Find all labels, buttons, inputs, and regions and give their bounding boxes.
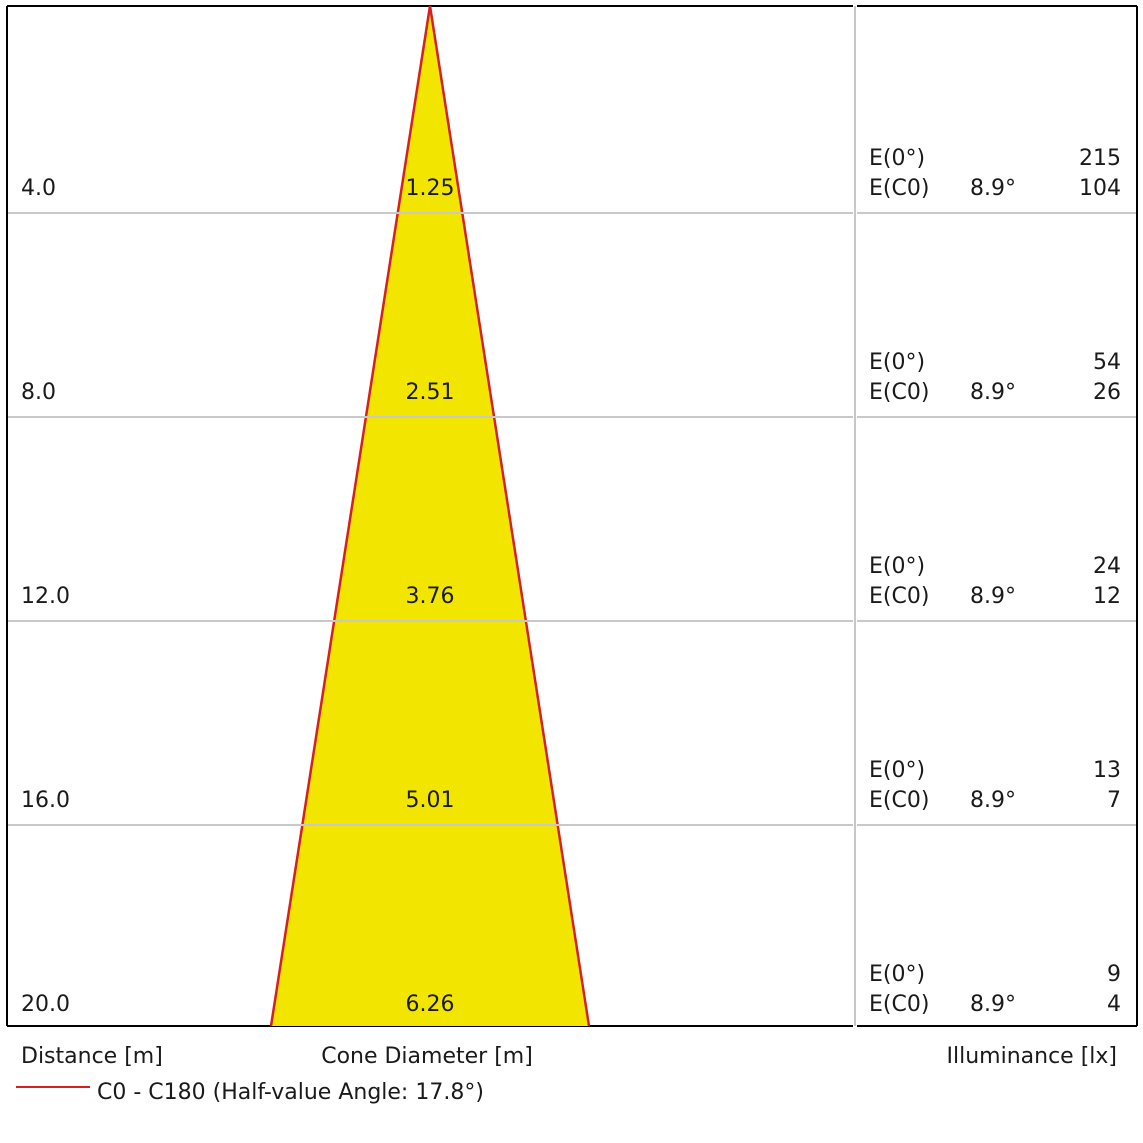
ec0-angle: 8.9° [970,992,1016,1017]
e0-value: 24 [1093,554,1121,579]
ec0-label: E(C0) [869,788,929,813]
e0-label: E(0°) [869,962,925,987]
ec0-angle: 8.9° [970,380,1016,405]
distance-tick-label: 16.0 [21,788,70,813]
ec0-label: E(C0) [869,176,929,201]
cone-fill [271,6,589,1026]
ec0-label: E(C0) [869,992,929,1017]
distance-axis-label: Distance [m] [21,1044,163,1069]
ec0-value: 104 [1079,176,1121,201]
cone-edge-left [269,5,432,1027]
e0-label: E(0°) [869,146,925,171]
ec0-angle: 8.9° [970,176,1016,201]
cone-edge-right [428,5,591,1027]
e0-value: 54 [1093,350,1121,375]
e0-label: E(0°) [869,554,925,579]
distance-tick-label: 12.0 [21,584,70,609]
ec0-value: 26 [1093,380,1121,405]
diameter-label: 2.51 [406,380,455,405]
e0-value: 9 [1107,962,1121,987]
illuminance-axis-label: Illuminance [lx] [947,1044,1118,1069]
ec0-angle: 8.9° [970,788,1016,813]
ec0-angle: 8.9° [970,584,1016,609]
e0-label: E(0°) [869,758,925,783]
ec0-value: 12 [1093,584,1121,609]
diameter-axis-label: Cone Diameter [m] [321,1044,533,1069]
e0-label: E(0°) [869,350,925,375]
diameter-label: 5.01 [406,788,455,813]
ec0-label: E(C0) [869,584,929,609]
e0-value: 215 [1079,146,1121,171]
diameter-label: 6.26 [406,992,455,1017]
distance-tick-label: 4.0 [21,176,56,201]
distance-tick-label: 20.0 [21,992,70,1017]
legend-label: C0 - C180 (Half-value Angle: 17.8°) [97,1080,484,1105]
distance-tick-label: 8.0 [21,380,56,405]
diameter-label: 3.76 [406,584,455,609]
ec0-value: 4 [1107,992,1121,1017]
e0-value: 13 [1093,758,1121,783]
diameter-label: 1.25 [406,176,455,201]
ec0-label: E(C0) [869,380,929,405]
ec0-value: 7 [1107,788,1121,813]
